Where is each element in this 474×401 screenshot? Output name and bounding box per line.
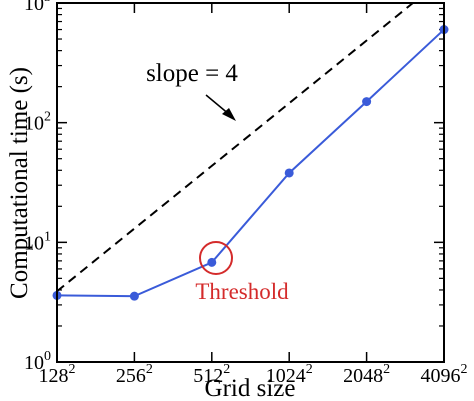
y-tick-label: 100	[24, 349, 51, 374]
x-tick-label: 20482	[343, 362, 390, 387]
reference-slope-line	[56, 2, 414, 293]
series-line	[56, 28, 445, 298]
slope-annotation-label: slope = 4	[146, 60, 238, 87]
x-tick-label: 10242	[266, 362, 313, 387]
x-tick-label: 40962	[421, 362, 468, 387]
plot-frame	[56, 2, 445, 363]
threshold-highlight-circle	[199, 241, 233, 275]
data-point	[362, 97, 372, 107]
threshold-annotation-label: Threshold	[195, 279, 289, 304]
series-layer	[52, 25, 449, 301]
y-tick-label: 103	[24, 0, 51, 15]
y-tick-label: 101	[24, 229, 51, 254]
data-point	[284, 168, 294, 178]
y-tick-label: 102	[24, 110, 51, 135]
labels-layer: 100 101 102 103 1282 2562 5122 10242 20482 40962	[24, 0, 468, 387]
reference-layer	[56, 2, 414, 293]
data-point	[129, 291, 139, 301]
x-axis-label: Grid size	[205, 375, 296, 401]
x-tick-label: 2562	[116, 362, 153, 387]
y-axis-label: Computational time (s)	[6, 67, 33, 299]
x-tick-label: 5122	[193, 362, 230, 387]
data-point	[207, 257, 217, 267]
slope-annotation-arrow-head	[222, 108, 236, 121]
x-tick-label: 1282	[39, 362, 76, 387]
